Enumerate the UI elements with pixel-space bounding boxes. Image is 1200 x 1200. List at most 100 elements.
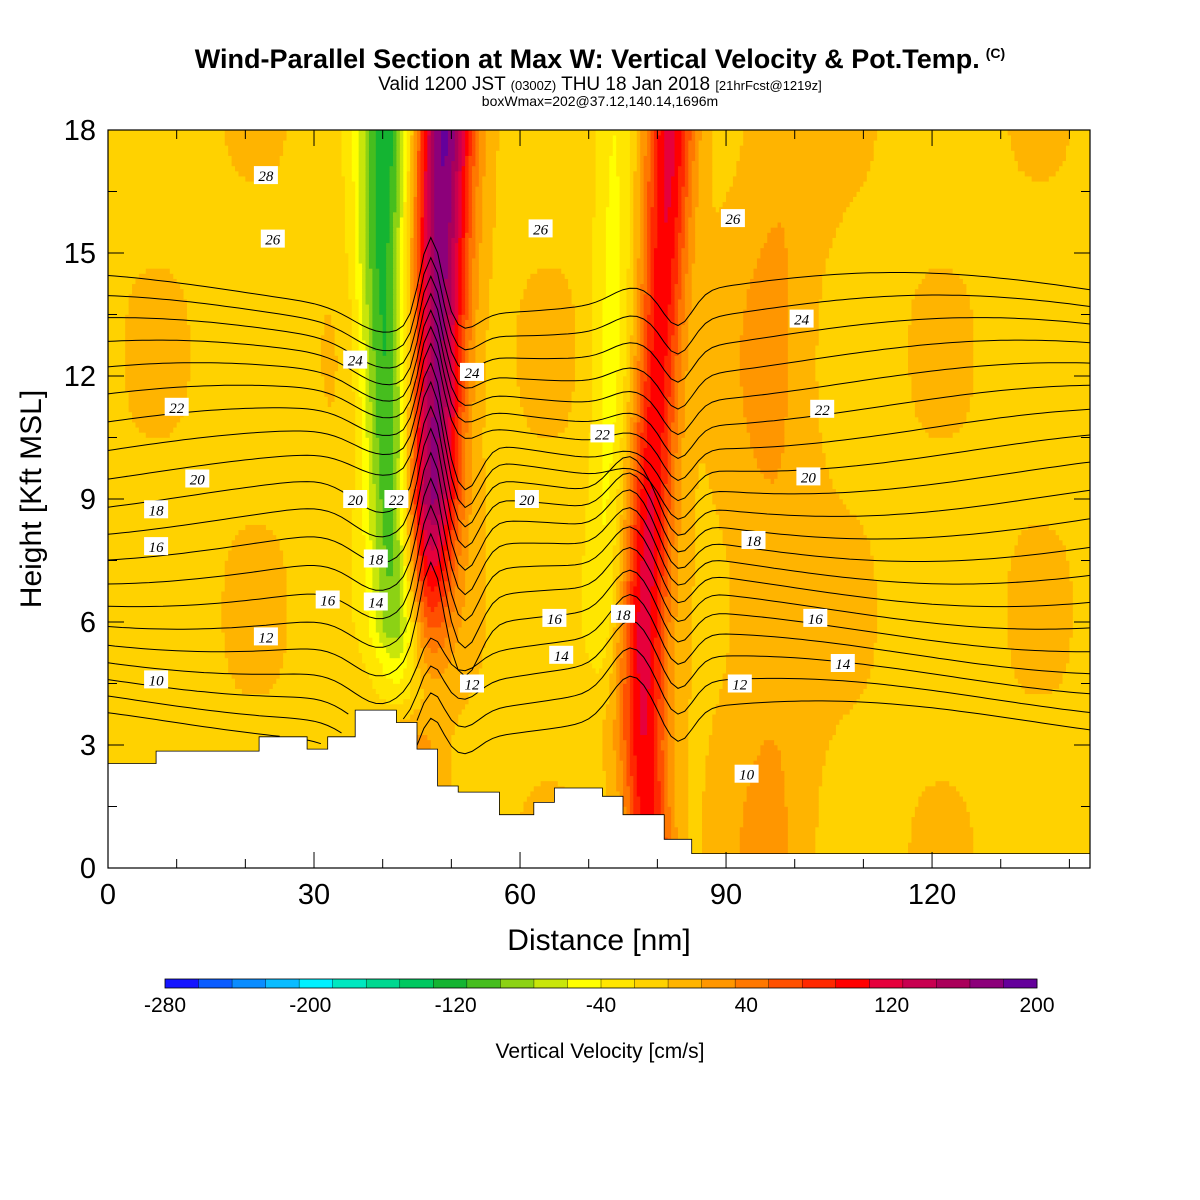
- vv-cell: [186, 303, 353, 310]
- vv-cell: [406, 621, 411, 628]
- vv-cell: [451, 580, 459, 587]
- vv-cell: [695, 498, 713, 505]
- vv-cell: [691, 273, 755, 279]
- vv-cell: [386, 729, 456, 736]
- vv-cell: [327, 396, 336, 402]
- vv-cell: [365, 242, 370, 249]
- vv-cell: [825, 268, 930, 274]
- vv-cell: [640, 355, 645, 361]
- vv-cell: [969, 406, 1090, 413]
- vv-cell: [465, 442, 473, 449]
- vv-cell: [633, 257, 638, 264]
- vv-cell: [461, 303, 466, 310]
- vv-cell: [674, 729, 689, 736]
- vv-cell: [492, 262, 593, 269]
- vv-cell: [358, 242, 367, 249]
- vv-cell: [434, 350, 442, 356]
- vv-cell: [365, 544, 373, 551]
- vv-cell: [358, 257, 367, 264]
- vv-cell: [410, 539, 415, 546]
- vv-cell: [348, 262, 356, 269]
- vv-cell: [657, 713, 665, 720]
- vv-cell: [108, 350, 126, 356]
- vv-cell: [664, 637, 669, 643]
- vv-cell: [379, 273, 387, 279]
- vv-cell: [410, 570, 415, 577]
- vv-cell: [664, 616, 672, 623]
- vv-cell: [822, 775, 1090, 782]
- vv-cell: [629, 242, 634, 249]
- vv-cell: [962, 421, 1090, 428]
- vv-cell: [650, 637, 655, 643]
- vv-cell: [413, 529, 418, 536]
- vv-cell: [410, 637, 415, 643]
- vv-cell: [399, 406, 404, 413]
- vv-cell: [279, 667, 367, 674]
- vv-cell: [636, 365, 645, 372]
- vv-cell: [619, 334, 628, 341]
- vv-cell: [447, 380, 452, 387]
- vv-cell: [434, 309, 446, 315]
- vv-cell: [444, 611, 452, 618]
- vv-cell: [368, 242, 377, 249]
- vv-cell: [691, 585, 731, 592]
- vv-cell: [671, 375, 676, 382]
- vv-cell: [396, 380, 401, 387]
- vv-cell: [451, 385, 456, 392]
- vv-cell: [640, 811, 655, 818]
- vv-cell: [626, 626, 631, 633]
- vv-cell: [471, 262, 480, 269]
- vv-cell: [629, 391, 634, 397]
- vv-cell: [392, 514, 398, 520]
- vv-cell: [417, 590, 422, 597]
- vv-cell: [667, 729, 676, 736]
- vv-cell: [417, 473, 422, 479]
- vv-cell: [605, 508, 617, 515]
- vv-cell: [368, 473, 373, 479]
- vv-cell: [671, 811, 676, 818]
- vv-cell: [406, 555, 411, 561]
- vv-cell: [667, 457, 672, 464]
- vv-cell: [784, 416, 820, 423]
- vv-cell: [691, 293, 748, 300]
- vv-cell: [526, 421, 569, 428]
- vv-cell: [636, 298, 641, 305]
- vv-cell: [1017, 539, 1064, 546]
- vv-cell: [619, 534, 624, 541]
- vv-cell: [619, 478, 624, 484]
- vv-cell: [667, 570, 672, 577]
- vv-cell: [420, 601, 425, 607]
- vv-cell: [643, 237, 648, 244]
- vv-cell: [392, 329, 398, 336]
- vv-cell: [430, 298, 435, 305]
- vv-cell: [633, 391, 638, 397]
- vv-cell: [471, 257, 480, 264]
- vv-cell: [564, 273, 593, 279]
- vv-cell: [640, 303, 645, 310]
- vv-cell: [760, 749, 782, 756]
- vv-cell: [420, 508, 425, 515]
- vv-cell: [640, 519, 645, 525]
- vv-cell: [324, 314, 332, 320]
- vv-cell: [667, 642, 676, 648]
- vv-cell: [403, 585, 408, 592]
- vv-cell: [715, 708, 851, 715]
- vv-cell: [928, 268, 954, 274]
- vv-cell: [423, 693, 470, 700]
- vv-cell: [911, 380, 974, 387]
- vv-cell: [427, 421, 432, 428]
- vv-cell: [441, 355, 449, 361]
- vv-cell: [653, 754, 658, 761]
- vv-cell: [626, 765, 631, 771]
- vv-cell: [612, 575, 617, 582]
- vv-cell: [471, 309, 476, 315]
- vv-cell: [629, 719, 634, 725]
- vv-cell: [125, 319, 188, 326]
- vv-cell: [660, 801, 665, 807]
- vv-cell: [108, 642, 226, 648]
- vv-cell: [458, 637, 487, 643]
- vv-cell: [1055, 529, 1090, 536]
- vv-cell: [743, 821, 789, 828]
- vv-cell: [574, 370, 593, 377]
- vv-cell: [399, 380, 404, 387]
